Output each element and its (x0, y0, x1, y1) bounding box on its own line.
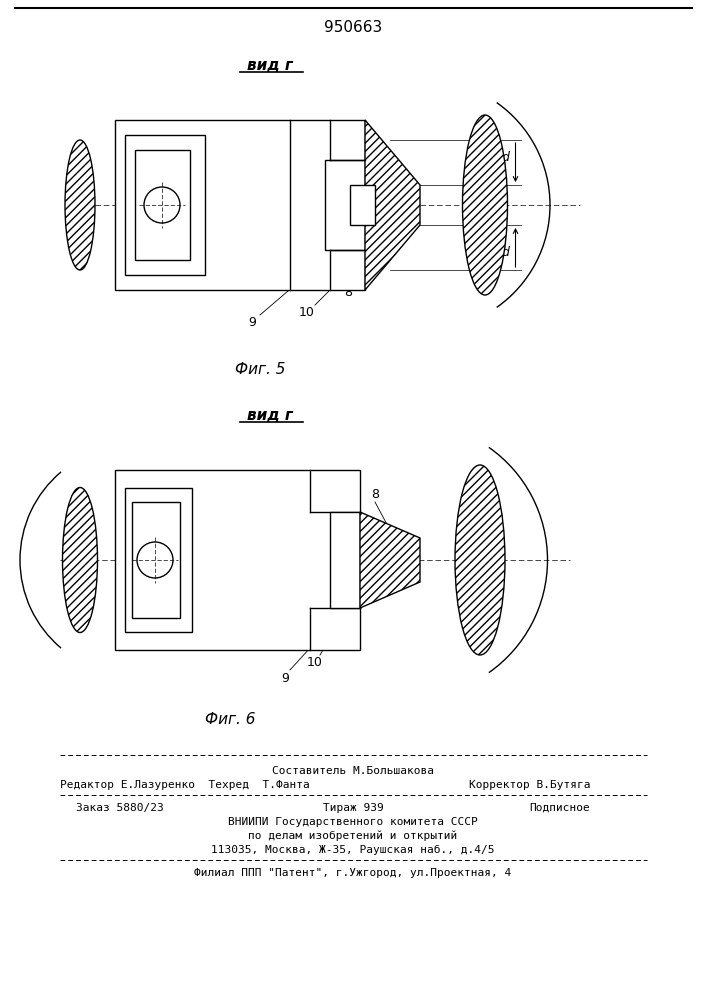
Polygon shape (360, 512, 420, 608)
Text: 950663: 950663 (324, 20, 382, 35)
Text: 9: 9 (248, 316, 256, 330)
Text: вид г: вид г (247, 408, 293, 422)
Text: Подписное: Подписное (530, 803, 590, 813)
Bar (125, 488, 192, 632)
Ellipse shape (462, 115, 508, 295)
Polygon shape (365, 120, 420, 290)
Text: Фиг. 5: Фиг. 5 (235, 362, 285, 377)
Text: Филиал ППП "Патент", г.Ужгород, ул.Проектная, 4: Филиал ППП "Патент", г.Ужгород, ул.Проек… (194, 868, 512, 878)
Bar (330, 512, 360, 608)
Bar (115, 120, 365, 290)
Bar (325, 160, 365, 250)
Text: ВНИИПИ Государственного комитета СССР: ВНИИПИ Государственного комитета СССР (228, 817, 478, 827)
Ellipse shape (65, 140, 95, 270)
Text: d: d (501, 246, 510, 259)
Text: Фиг. 6: Фиг. 6 (205, 712, 255, 728)
Text: по делам изобретений и открытий: по делам изобретений и открытий (248, 831, 457, 841)
Ellipse shape (62, 488, 98, 633)
Text: Редактор Е.Лазуренко  Техред  Т.Фанта: Редактор Е.Лазуренко Техред Т.Фанта (60, 780, 310, 790)
Bar (132, 502, 180, 618)
Bar (135, 150, 190, 260)
Bar (125, 135, 205, 275)
Text: 10: 10 (299, 306, 315, 320)
Text: d: d (501, 151, 510, 164)
Text: Корректор В.Бутяга: Корректор В.Бутяга (469, 780, 591, 790)
Text: 8: 8 (344, 286, 352, 300)
Text: Составитель М.Большакова: Составитель М.Большакова (272, 766, 434, 776)
Ellipse shape (455, 465, 505, 655)
Text: 113035, Москва, Ж-35, Раушская наб., д.4/5: 113035, Москва, Ж-35, Раушская наб., д.4… (211, 845, 495, 855)
Bar (350, 185, 375, 225)
Text: 8: 8 (371, 488, 379, 502)
Text: Заказ 5880/23: Заказ 5880/23 (76, 803, 164, 813)
Text: вид г: вид г (247, 57, 293, 73)
Bar (115, 470, 360, 650)
Text: 9: 9 (281, 672, 289, 684)
Text: Тираж 939: Тираж 939 (322, 803, 383, 813)
Text: 10: 10 (307, 656, 323, 670)
